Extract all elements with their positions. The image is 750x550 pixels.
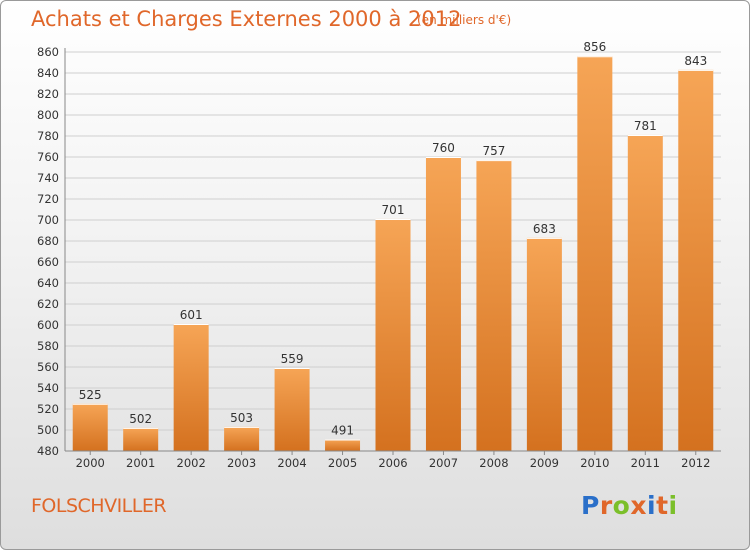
bar-2009 [526, 237, 562, 451]
x-tick-label-2002: 2002 [177, 456, 206, 470]
y-tick-label: 600 [37, 318, 59, 332]
y-tick-label: 860 [37, 45, 59, 59]
value-label-2012: 843 [684, 54, 707, 68]
logo-letter: i [668, 491, 678, 520]
x-tick-label-2006: 2006 [378, 456, 407, 470]
x-tick-label-2012: 2012 [681, 456, 710, 470]
x-tick-label-2000: 2000 [76, 456, 105, 470]
y-tick-label: 540 [37, 381, 59, 395]
bar-2011 [627, 134, 663, 451]
logo-letter: r [599, 491, 613, 520]
x-tick-label-2005: 2005 [328, 456, 357, 470]
y-tick-label: 800 [37, 108, 59, 122]
bar-2000 [72, 403, 108, 451]
x-tick-label-2004: 2004 [277, 456, 306, 470]
y-tick-label: 780 [37, 129, 59, 143]
bar-2003 [224, 426, 260, 451]
commune-name: FOLSCHVILLER [31, 495, 167, 517]
value-label-2001: 502 [129, 412, 152, 426]
y-tick-label: 760 [37, 150, 59, 164]
y-tick-label: 700 [37, 213, 59, 227]
value-label-2007: 760 [432, 141, 455, 155]
x-tick-label-2010: 2010 [580, 456, 609, 470]
logo-letter: P [581, 491, 600, 520]
y-tick-label: 840 [37, 66, 59, 80]
logo-letter: o [612, 491, 631, 520]
y-tick-label: 660 [37, 255, 59, 269]
y-tick-label: 560 [37, 360, 59, 374]
x-tick-label-2011: 2011 [631, 456, 660, 470]
logo-letter: x [630, 491, 647, 520]
axes: 480 500 520 540 560 580 600 620 640 660 680 700 720 7… [37, 45, 721, 470]
bars [72, 56, 714, 451]
bar-2005 [325, 439, 361, 451]
x-tick-label-2003: 2003 [227, 456, 256, 470]
value-label-2011: 781 [634, 119, 657, 133]
y-tick-label: 480 [37, 444, 59, 458]
value-label-2003: 503 [230, 411, 253, 425]
bar-2010 [577, 56, 613, 451]
y-tick-label: 640 [37, 276, 59, 290]
logo-letter: t [656, 491, 669, 520]
value-label-2005: 491 [331, 423, 354, 437]
x-tick-label-2007: 2007 [429, 456, 458, 470]
y-tick-label: 500 [37, 423, 59, 437]
x-tick-label-2001: 2001 [126, 456, 155, 470]
y-tick-label: 740 [37, 171, 59, 185]
chart-title: Achats et Charges Externes 2000 à 2012 [31, 7, 462, 31]
y-tick-label: 680 [37, 234, 59, 248]
value-label-2004: 559 [281, 352, 304, 366]
y-tick-label: 520 [37, 402, 59, 416]
bar-2007 [425, 157, 461, 451]
value-label-2000: 525 [79, 388, 102, 402]
y-tick-label: 580 [37, 339, 59, 353]
proxiti-logo: Proxiti [581, 491, 678, 520]
bar-2004 [274, 368, 310, 451]
y-tick-label: 820 [37, 87, 59, 101]
value-label-2008: 757 [482, 144, 505, 158]
bar-2012 [678, 69, 714, 451]
y-tick-label: 620 [37, 297, 59, 311]
x-tick-label-2009: 2009 [530, 456, 559, 470]
x-tick-label-2008: 2008 [479, 456, 508, 470]
value-label-2010: 856 [583, 40, 606, 54]
logo-letter: i [647, 491, 657, 520]
bar-2001 [123, 427, 159, 451]
chart-subtitle: (en milliers d'€) [417, 13, 512, 27]
bar-2002 [173, 323, 209, 451]
value-label-2009: 683 [533, 222, 556, 236]
y-tick-label: 720 [37, 192, 59, 206]
value-label-2006: 701 [382, 203, 405, 217]
value-labels: 525 502 601 503 559 491 701 760 757 683 856 781 843 [79, 40, 707, 437]
value-label-2002: 601 [180, 308, 203, 322]
bar-2008 [476, 160, 512, 451]
bar-2006 [375, 218, 411, 451]
